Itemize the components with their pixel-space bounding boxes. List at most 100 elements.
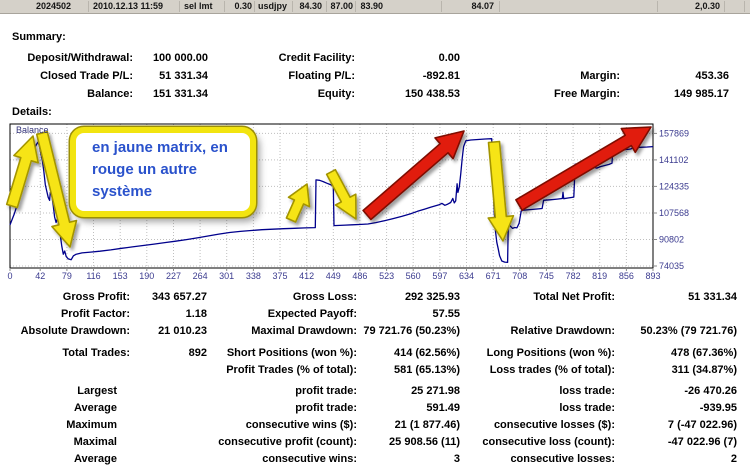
stat-value: 892 xyxy=(188,347,207,359)
stat-value: 7 (-47 022.96) xyxy=(667,419,737,431)
order-cell: 0.30 xyxy=(234,1,252,11)
stat-label: consecutive wins: xyxy=(262,453,357,465)
stat-value: 478 (67.36%) xyxy=(670,347,737,359)
callout-line: système xyxy=(92,183,153,200)
stat-value: 3 xyxy=(453,453,460,465)
stat-label: Loss trades (% of total): xyxy=(489,364,615,376)
yellow-down-arrow-4 xyxy=(325,168,357,220)
stat-value: 311 (34.87%) xyxy=(671,364,737,376)
summary-value: 0.00 xyxy=(438,52,460,64)
stat-label: Largest xyxy=(77,385,117,397)
x-tick-label: 301 xyxy=(219,271,234,281)
order-history-row: 2024502 2010.12.13 11:59 sel lmt 0.30 usdjpy… xyxy=(0,0,750,14)
stat-label: Expected Payoff: xyxy=(267,308,357,320)
red-up-arrow-1 xyxy=(362,130,465,221)
balance-line xyxy=(9,138,654,264)
stat-value: 25 908.56 (11) xyxy=(389,436,460,448)
order-cell-separator xyxy=(724,1,725,12)
x-tick-label: 264 xyxy=(193,271,208,281)
summary-label: Floating P/L: xyxy=(288,70,355,82)
stat-label: loss trade: xyxy=(559,402,615,414)
stat-value: 2 xyxy=(730,453,737,465)
order-cell: 2010.12.13 11:59 xyxy=(93,1,164,11)
stat-label: Long Positions (won %): xyxy=(486,347,615,359)
order-cell-separator xyxy=(254,1,255,12)
summary-heading: Summary: xyxy=(12,31,66,43)
stat-label: consecutive loss (count): xyxy=(482,436,615,448)
x-tick-label: 634 xyxy=(459,271,474,281)
summary-label: Closed Trade P/L: xyxy=(40,70,133,82)
order-cell-separator xyxy=(292,1,293,12)
x-tick-label: 597 xyxy=(432,271,447,281)
x-tick-label: 819 xyxy=(592,271,607,281)
stat-label: profit trade: xyxy=(295,385,357,397)
order-cell-separator xyxy=(499,1,500,12)
x-tick-label: 153 xyxy=(113,271,128,281)
yellow-down-arrow-5 xyxy=(487,140,515,242)
stat-value: 57.55 xyxy=(432,308,460,320)
stat-label: Gross Profit: xyxy=(62,291,130,303)
stat-value: 581 (65.13%) xyxy=(393,364,460,376)
summary-label: Deposit/Withdrawal: xyxy=(27,52,133,64)
red-up-arrow-2 xyxy=(515,126,652,211)
order-cell: 83.90 xyxy=(360,1,383,11)
stat-label: Short Positions (won %): xyxy=(226,347,357,359)
stat-label: Average xyxy=(73,453,117,465)
order-cell-separator xyxy=(441,1,442,12)
x-tick-label: 227 xyxy=(166,271,181,281)
order-cell-separator xyxy=(355,1,356,12)
order-cell-separator xyxy=(179,1,180,12)
stat-label: Profit Trades (% of total): xyxy=(226,364,357,376)
order-cell-separator xyxy=(88,1,89,12)
y-tick-label: 157869 xyxy=(659,128,689,138)
stat-label: Maximal xyxy=(73,436,117,448)
order-cell: 84.07 xyxy=(471,1,494,11)
y-tick-label: 107568 xyxy=(659,208,689,218)
stat-label: Total Net Profit: xyxy=(533,291,615,303)
summary-label: Free Margin: xyxy=(553,88,620,100)
callout-line: en jaune matrix, en xyxy=(92,139,228,156)
summary-label: Margin: xyxy=(580,70,620,82)
stat-label: Relative Drawdown: xyxy=(510,325,615,337)
summary-value: 100 000.00 xyxy=(152,52,208,64)
stat-label: Absolute Drawdown: xyxy=(20,325,130,337)
details-heading: Details: xyxy=(12,106,52,118)
x-tick-label: 190 xyxy=(139,271,154,281)
stat-label: profit trade: xyxy=(295,402,357,414)
summary-value: -892.81 xyxy=(422,70,460,82)
stat-label: consecutive losses ($): xyxy=(493,419,615,431)
order-cell: sel lmt xyxy=(184,1,213,11)
summary-value: 149 985.17 xyxy=(673,88,729,100)
stat-value: 1.18 xyxy=(185,308,207,320)
x-tick-label: 708 xyxy=(512,271,527,281)
y-tick-label: 90802 xyxy=(659,235,684,245)
order-cell: 87.00 xyxy=(330,1,353,11)
order-cell: usdjpy xyxy=(258,1,288,11)
stat-label: Gross Loss: xyxy=(292,291,357,303)
summary-label: Balance: xyxy=(87,88,133,100)
x-tick-label: 745 xyxy=(539,271,554,281)
x-tick-label: 375 xyxy=(272,271,287,281)
y-tick-label: 124335 xyxy=(659,181,689,191)
order-cell-separator xyxy=(744,1,745,12)
x-tick-label: 412 xyxy=(299,271,314,281)
x-tick-label: 449 xyxy=(326,271,341,281)
x-tick-label: 523 xyxy=(379,271,394,281)
order-cell: 2,0.30 xyxy=(694,1,720,11)
stat-label: Average xyxy=(73,402,117,414)
stat-label: Profit Factor: xyxy=(60,308,130,320)
x-tick-label: 42 xyxy=(35,271,45,281)
stat-value: 25 271.98 xyxy=(411,385,460,397)
summary-value: 150 438.53 xyxy=(404,88,460,100)
order-cell: 2024502 xyxy=(36,1,72,11)
order-cell-separator xyxy=(326,1,327,12)
summary-label: Credit Facility: xyxy=(278,52,355,64)
summary-label: Equity: xyxy=(317,88,355,100)
x-tick-label: 671 xyxy=(486,271,501,281)
stat-value: 51 331.34 xyxy=(688,291,737,303)
x-tick-label: 0 xyxy=(7,271,12,281)
stat-value: 292 325.93 xyxy=(404,291,460,303)
